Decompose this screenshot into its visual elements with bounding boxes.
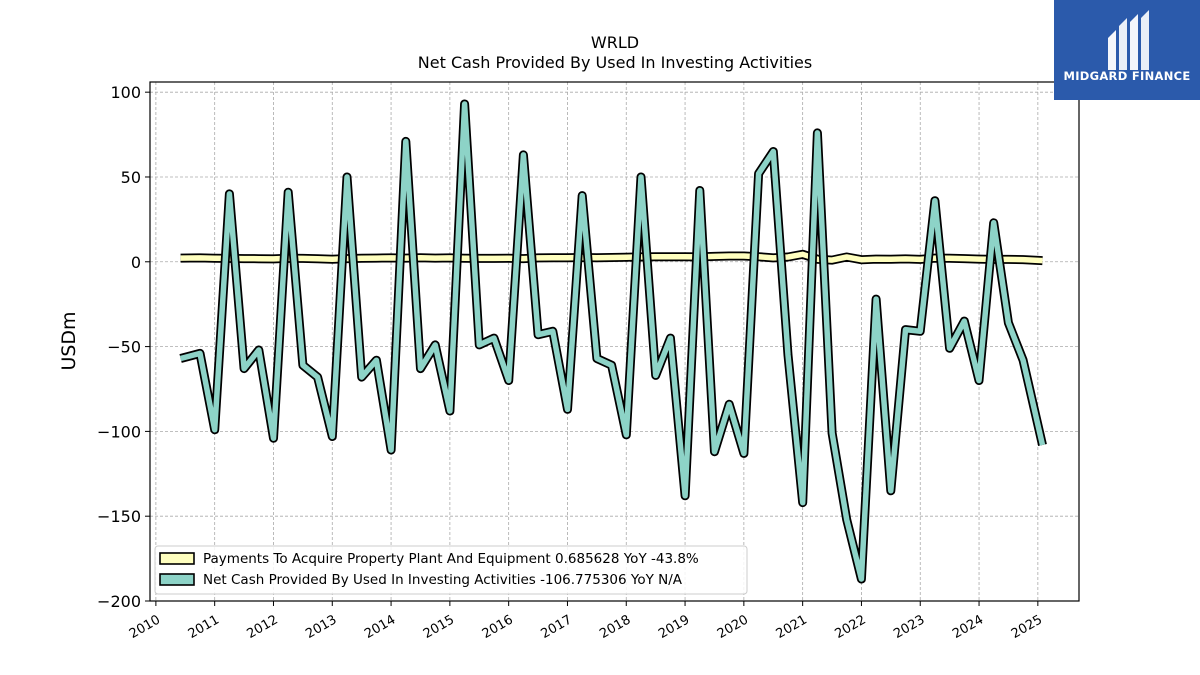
legend-box	[154, 545, 748, 595]
legend-swatch-capex	[159, 552, 195, 565]
x-tick-label: 2025	[1009, 612, 1045, 642]
y-tick-label: 100	[110, 83, 141, 102]
midgard-monogram-icon	[1108, 10, 1149, 70]
y-axis-ticks: 100 50 0 −50 −100 −150 −200	[97, 83, 150, 611]
legend-swatch-investing	[159, 573, 195, 586]
y-tick-label: 0	[131, 253, 141, 272]
brand-logo: MIDGARD FINANCE	[1054, 0, 1200, 100]
x-tick-label: 2012	[245, 612, 281, 642]
x-tick-label: 2016	[480, 612, 516, 642]
chart-subtitle: Net Cash Provided By Used In Investing A…	[418, 53, 812, 72]
chart-title: WRLD	[591, 33, 639, 52]
x-tick-label: 2022	[832, 612, 868, 642]
series-line-outline	[179, 99, 1047, 584]
x-tick-label: 2015	[421, 612, 457, 642]
y-axis-label: USDm	[58, 311, 80, 370]
x-tick-label: 2023	[891, 612, 927, 642]
x-tick-label: 2014	[362, 612, 398, 642]
grid	[150, 82, 1079, 602]
x-tick-label: 2024	[950, 612, 986, 642]
legend-label-capex: Payments To Acquire Property Plant And E…	[203, 551, 699, 567]
y-tick-label: −150	[97, 507, 141, 526]
x-tick-label: 2017	[539, 612, 575, 642]
x-axis-ticks: 2010 2011 2012 2013 2014 2015 2016 2017 2018 2019…	[127, 601, 1045, 642]
series-line	[179, 101, 1046, 582]
x-tick-label: 2019	[656, 612, 692, 642]
x-tick-label: 2013	[303, 612, 339, 642]
y-tick-label: 50	[121, 168, 141, 187]
legend-label-investing: Net Cash Provided By Used In Investing A…	[203, 572, 683, 588]
x-tick-label: 2018	[597, 612, 633, 642]
series-1	[179, 99, 1047, 584]
plot-area-frame	[149, 81, 1080, 602]
y-tick-label: −50	[107, 338, 141, 357]
series-0	[180, 249, 1043, 266]
legend: Payments To Acquire Property Plant And E…	[154, 545, 748, 595]
brand-logo-text: MIDGARD FINANCE	[1063, 69, 1190, 83]
series-lines	[179, 99, 1047, 584]
series-line	[180, 251, 1043, 264]
x-tick-label: 2020	[715, 612, 751, 642]
y-tick-label: −200	[97, 592, 141, 611]
x-tick-label: 2010	[127, 612, 163, 642]
x-tick-label: 2011	[186, 612, 222, 642]
x-tick-label: 2021	[774, 612, 810, 642]
y-tick-label: −100	[97, 422, 141, 441]
